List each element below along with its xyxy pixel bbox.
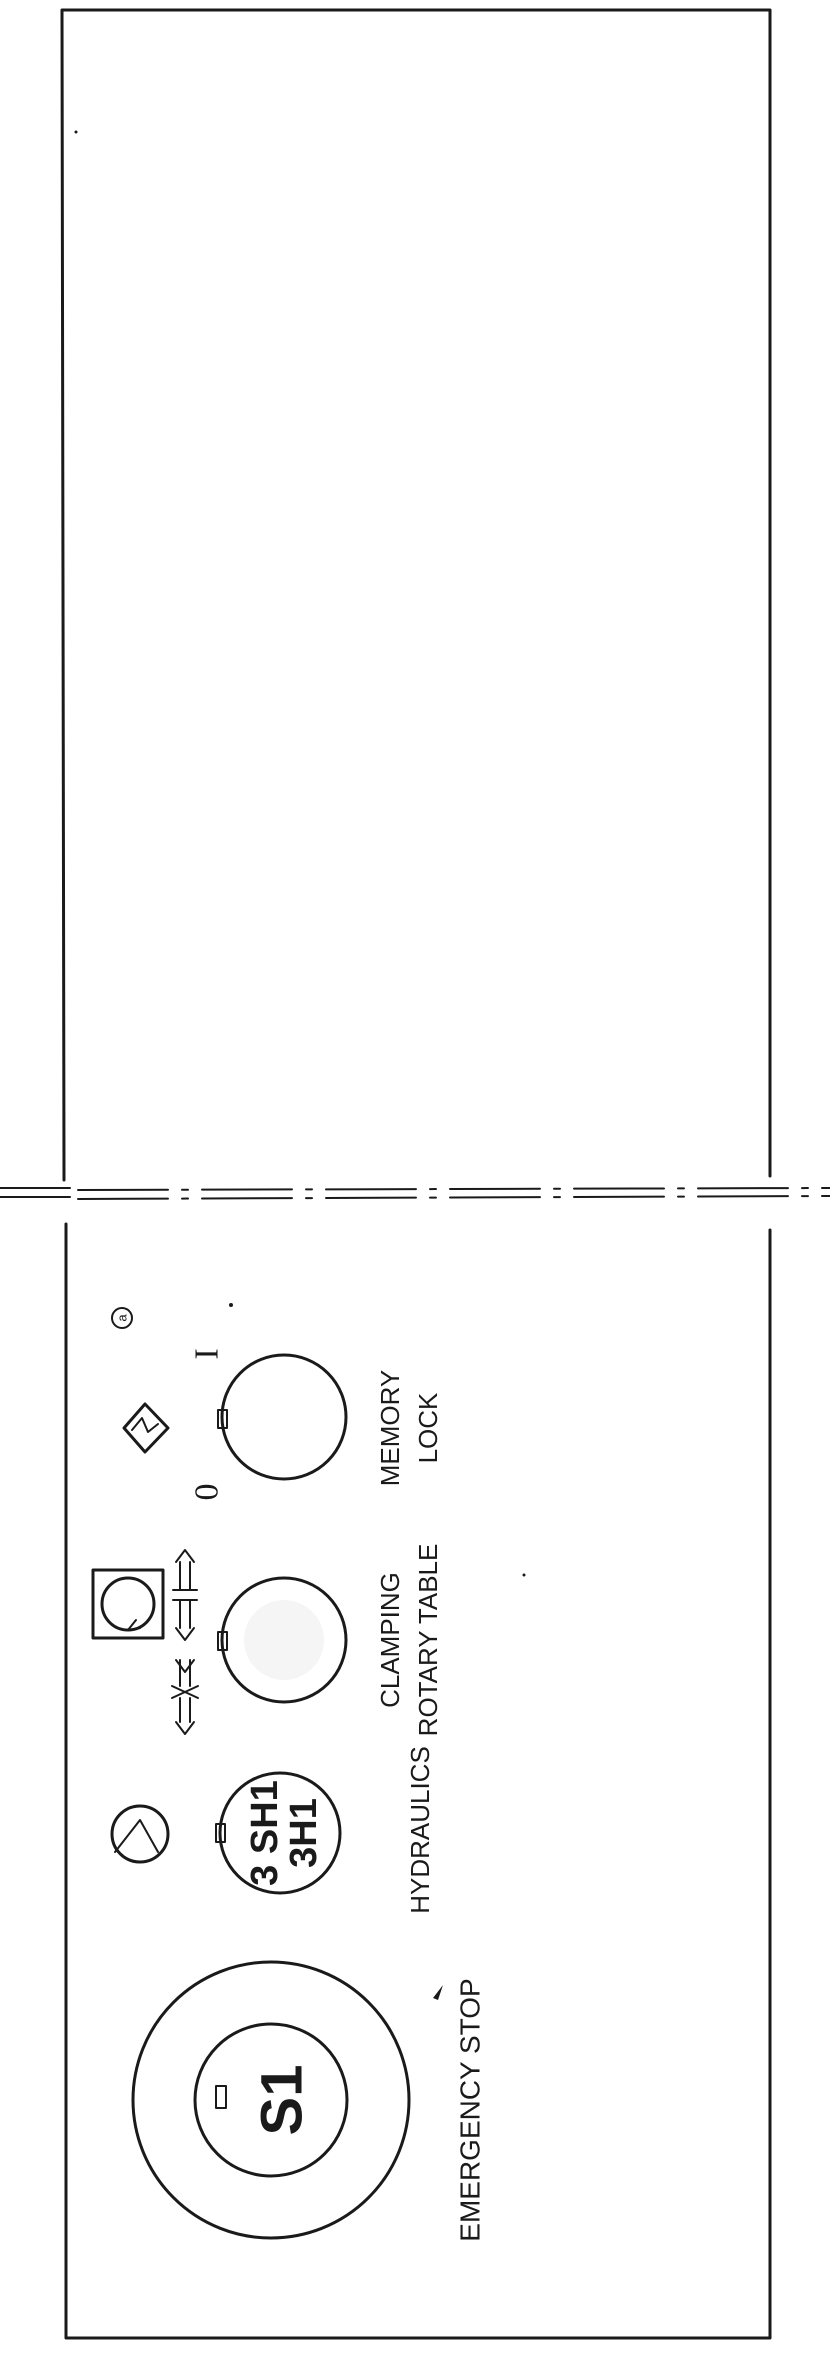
clamp-arrows-icon: [171, 1549, 199, 1735]
rotate-symbol-icon: [91, 1568, 165, 1640]
ink-mark: [433, 1985, 443, 2000]
speck: [229, 1303, 233, 1307]
speck: [522, 1573, 526, 1577]
hydraulics-indicator-lamp: [110, 1804, 170, 1864]
memory-lock-symbol-icon: [122, 1402, 170, 1454]
memory-lock-label-line2: LOCK: [413, 1392, 443, 1463]
hydraulics-label: HYDRAULICS: [405, 1746, 435, 1914]
hydraulics-id-line2: 3H1: [283, 1798, 325, 1868]
panel-border: [60, 8, 772, 2340]
emergency-stop-id: S1: [250, 2065, 315, 2136]
note-marker-a: a: [111, 1307, 133, 1329]
memory-lock-label-line1: MEMORY: [375, 1370, 405, 1487]
memory-lock-position-off: 0: [189, 1484, 226, 1501]
hydraulics-id-line1: 3 SH1: [244, 1780, 286, 1886]
break-line: [0, 1187, 830, 1200]
memory-lock-position-on: I: [189, 1348, 226, 1359]
hydraulics-button[interactable]: 3 SH1 3H1: [215, 1771, 342, 1895]
note-marker-text: a: [115, 1314, 130, 1322]
memory-lock-keyswitch[interactable]: [217, 1353, 348, 1481]
clamping-rotary-table-selector[interactable]: [217, 1576, 348, 1704]
clamping-label-line1: CLAMPING: [375, 1572, 405, 1708]
emergency-stop-button[interactable]: S1: [131, 1960, 411, 2240]
emergency-stop-label: EMERGENCY STOP: [455, 1978, 486, 2241]
speck: [74, 130, 78, 134]
clamping-label-line2: ROTARY TABLE: [413, 1544, 443, 1737]
